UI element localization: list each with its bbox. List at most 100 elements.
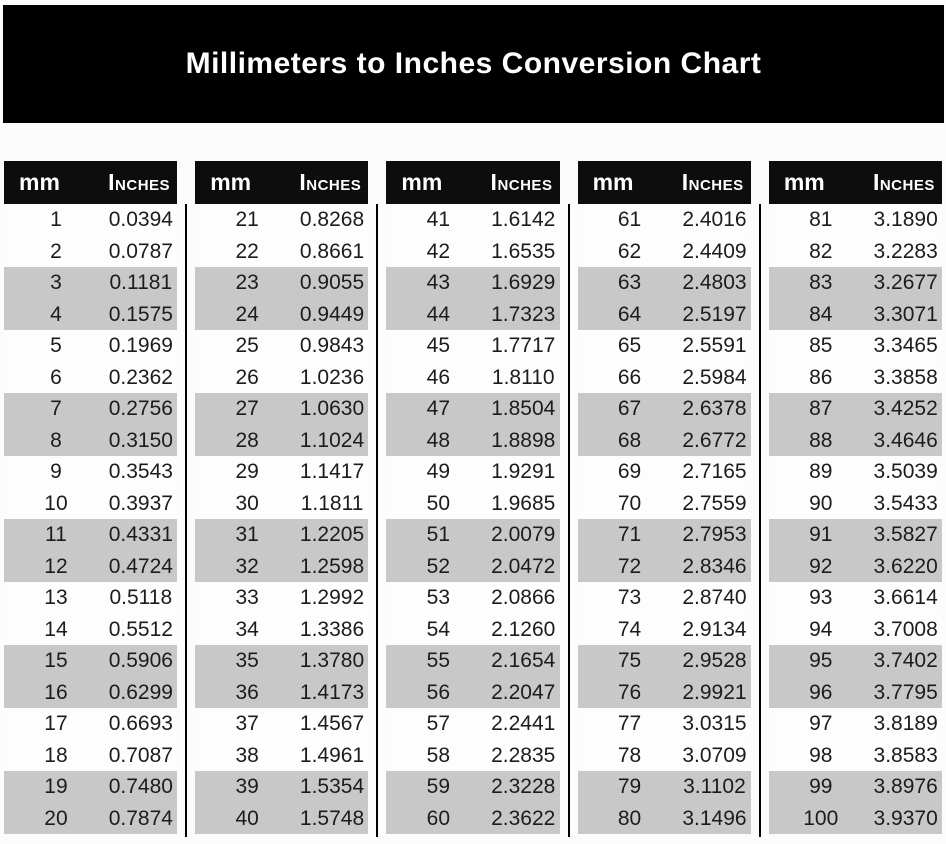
table-row: 49 1.9291 — [386, 456, 559, 488]
table-row: 7 0.2756 — [4, 393, 178, 425]
table-row: 55 2.1654 — [386, 645, 560, 677]
mm-value: 8 — [50, 428, 62, 452]
table-row: 21 0.8268 — [195, 204, 368, 236]
inches-value: 3.6220 — [873, 554, 938, 578]
inches-value: 1.2992 — [299, 586, 365, 609]
table-header: mm Inches — [768, 161, 943, 204]
inches-value: 3.6614 — [873, 586, 938, 609]
inches-value: 2.7165 — [682, 460, 747, 483]
table-header: mm Inches — [577, 161, 751, 204]
inches-value: 0.6693 — [108, 712, 173, 735]
inches-value: 3.3465 — [873, 334, 938, 357]
table-row: 22 0.8661 — [195, 236, 368, 268]
mm-value: 91 — [809, 523, 833, 546]
table-row: 61 2.4016 — [578, 204, 751, 236]
mm-value: 97 — [809, 712, 833, 735]
mm-value: 84 — [809, 302, 833, 326]
table-row: 68 2.6772 — [577, 424, 751, 456]
table-row: 75 2.9528 — [577, 645, 751, 677]
mm-value: 54 — [426, 617, 451, 641]
inches-value: 3.5827 — [873, 523, 938, 546]
inches-value: 0.1969 — [108, 334, 173, 357]
inches-value: 0.3937 — [108, 491, 173, 515]
table-row: 89 3.5039 — [769, 456, 942, 488]
mm-value: 30 — [235, 491, 259, 515]
mm-value: 28 — [235, 428, 259, 452]
mm-value: 48 — [426, 428, 451, 452]
table-row: 77 3.0315 — [578, 708, 751, 740]
inches-value: 1.1024 — [299, 428, 365, 452]
inches-value: 0.2756 — [108, 397, 173, 420]
inches-value: 1.0630 — [299, 397, 365, 420]
mm-column-header: mm — [592, 169, 634, 195]
mm-value: 50 — [426, 491, 451, 515]
conversion-table-4: mm Inches 61 2.4016 62 2.4409 63 2.4803 … — [577, 161, 751, 837]
mm-value: 43 — [426, 271, 451, 294]
mm-value: 76 — [617, 680, 642, 704]
table-row: 26 1.0236 — [195, 362, 368, 394]
inches-value: 3.2677 — [873, 271, 938, 294]
mm-value: 72 — [617, 554, 642, 578]
mm-value: 38 — [235, 743, 259, 767]
table-separator — [758, 204, 761, 837]
table-row: 60 2.3622 — [386, 802, 560, 834]
inches-value: 1.0236 — [299, 365, 365, 389]
inches-value: 2.4803 — [682, 271, 747, 294]
mm-value: 6 — [50, 365, 62, 389]
mm-value: 40 — [235, 806, 259, 830]
table-row: 69 2.7165 — [578, 456, 751, 488]
table-row: 41 1.6142 — [386, 204, 559, 236]
table-row: 9 0.3543 — [4, 456, 177, 488]
mm-value: 58 — [426, 743, 451, 767]
table-row: 47 1.8504 — [386, 393, 560, 425]
table-row: 65 2.5591 — [578, 330, 751, 362]
table-row: 6 0.2362 — [4, 362, 177, 394]
mm-value: 86 — [809, 365, 833, 389]
mm-value: 73 — [617, 586, 642, 609]
mm-value: 17 — [44, 712, 68, 735]
mm-value: 85 — [809, 334, 833, 357]
table-row: 13 0.5118 — [4, 582, 177, 614]
inches-value: 0.3543 — [108, 460, 173, 483]
table-row: 56 2.2047 — [386, 676, 560, 708]
table-row: 31 1.2205 — [195, 519, 369, 551]
mm-value: 61 — [617, 208, 642, 231]
inches-value: 1.5354 — [299, 775, 365, 798]
mm-value: 20 — [44, 806, 68, 830]
mm-value: 68 — [617, 428, 642, 452]
mm-value: 59 — [426, 775, 451, 798]
mm-value: 57 — [426, 712, 451, 735]
table-separator — [185, 204, 188, 837]
table-row: 53 2.0866 — [386, 582, 559, 614]
mm-value: 89 — [809, 460, 833, 483]
inches-value: 1.1417 — [299, 460, 365, 483]
inches-value: 2.9921 — [682, 680, 747, 704]
table-row: 66 2.5984 — [578, 362, 751, 394]
table-row: 92 3.6220 — [768, 550, 943, 582]
mm-column-header: mm — [783, 169, 825, 195]
mm-value: 65 — [617, 334, 642, 357]
table-row: 1 0.0394 — [4, 204, 177, 236]
table-row: 59 2.3228 — [386, 771, 560, 803]
mm-value: 41 — [426, 208, 451, 231]
inches-column-header: Inches — [872, 169, 935, 195]
table-body: 1 0.0394 2 0.0787 3 0.1181 4 0.1575 5 0.… — [4, 204, 178, 834]
table-row: 43 1.6929 — [386, 267, 560, 299]
inches-column-header: Inches — [299, 169, 362, 195]
table-row: 100 3.9370 — [768, 802, 943, 834]
mm-value: 80 — [617, 806, 642, 830]
mm-value: 93 — [809, 586, 833, 609]
inches-value: 3.3858 — [873, 365, 938, 389]
table-row: 73 2.8740 — [578, 582, 751, 614]
mm-value: 15 — [44, 649, 68, 672]
mm-value: 63 — [617, 271, 642, 294]
table-row: 51 2.0079 — [386, 519, 560, 551]
mm-value: 62 — [617, 239, 642, 263]
table-row: 91 3.5827 — [768, 519, 943, 551]
inches-value: 1.2598 — [299, 554, 365, 578]
inches-value: 1.1811 — [300, 491, 364, 515]
inches-value: 1.4567 — [299, 712, 365, 735]
table-row: 38 1.4961 — [195, 740, 368, 772]
table-row: 71 2.7953 — [577, 519, 751, 551]
inches-value: 1.9685 — [491, 491, 556, 515]
